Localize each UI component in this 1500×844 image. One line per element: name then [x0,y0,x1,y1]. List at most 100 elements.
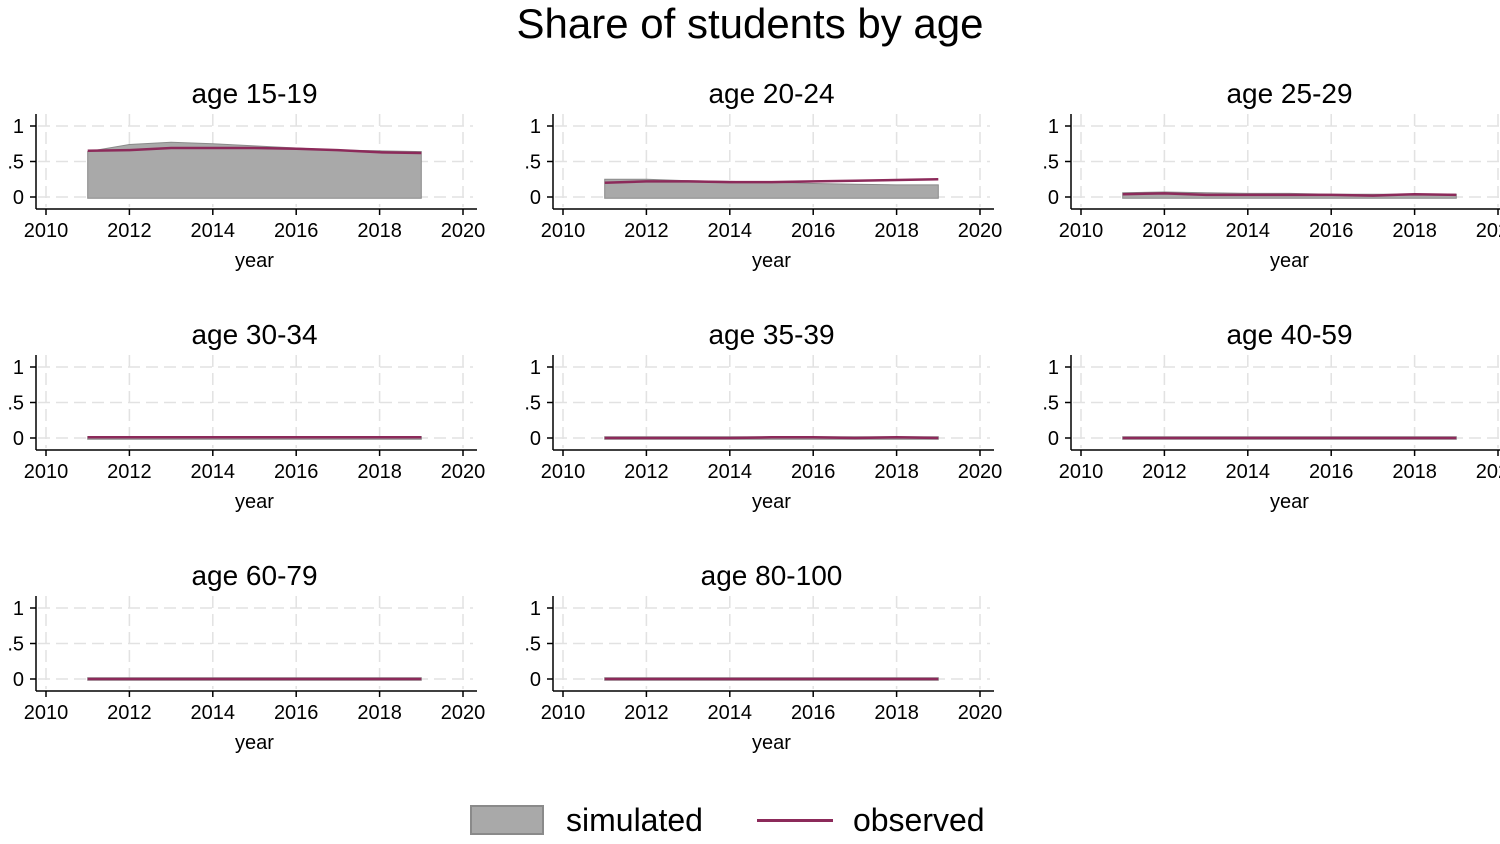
x-tick-label: 2014 [708,461,753,483]
y-tick-label: .5 [7,393,24,415]
y-tick-label: 1 [530,598,541,620]
y-tick-label: .5 [1042,393,1059,415]
x-tick-label: 2016 [791,220,836,242]
x-tick-label: 2014 [191,702,236,724]
panel-7: age 60-79 0 .5 1 2010 2012 2014 2016 2018 2020 yea… [7,560,485,754]
x-tick-label: 2020 [958,702,1003,724]
x-tick-label: 2016 [791,702,836,724]
y-tick-label: 0 [1048,428,1059,450]
x-tick-label: 2018 [1392,220,1437,242]
y-tick-label: 0 [13,187,24,209]
small-multiples-figure: age 15-19 0 .5 1 2010 2012 2014 2016 2018 2020 yea… [0,0,1500,844]
x-axis-label: year [1270,491,1309,513]
legend-swatch-observed [757,819,833,822]
x-tick-label: 2010 [541,461,586,483]
x-tick-label: 2010 [1059,461,1104,483]
x-tick-label: 2016 [1309,220,1354,242]
x-tick-label: 2010 [24,461,69,483]
observed-line [605,437,939,438]
y-tick-label: 1 [1048,116,1059,138]
x-tick-label: 2012 [107,461,152,483]
x-tick-label: 2010 [1059,220,1104,242]
y-tick-label: 1 [1048,357,1059,379]
x-tick-label: 2016 [274,461,319,483]
panel-title: age 30-34 [191,319,317,350]
x-axis-label: year [235,491,274,513]
x-tick-label: 2012 [107,220,152,242]
x-tick-label: 2018 [357,461,402,483]
legend: simulated observed [470,798,985,842]
x-axis-label: year [752,732,791,754]
x-tick-label: 2016 [791,461,836,483]
x-tick-label: 2012 [624,461,669,483]
x-tick-label: 2012 [1142,220,1187,242]
panel-6: age 40-59 0 .5 1 2010 2012 2014 2016 2018 2020 yea… [1042,319,1500,513]
x-axis-label: year [752,250,791,272]
x-tick-label: 2018 [874,461,919,483]
panel-2: age 20-24 0 .5 1 2010 2012 2014 2016 2018 2020 yea… [524,78,1002,272]
legend-swatch-simulated [470,805,544,835]
y-tick-label: 1 [530,357,541,379]
y-tick-label: 0 [1048,187,1059,209]
y-tick-label: 1 [13,357,24,379]
x-tick-label: 2012 [107,702,152,724]
y-tick-label: 1 [13,598,24,620]
x-tick-label: 2018 [357,220,402,242]
x-tick-label: 2012 [624,702,669,724]
panel-8: age 80-100 0 .5 1 2010 2012 2014 2016 2018 2020 ye… [524,560,1002,754]
panel-title: age 25-29 [1226,78,1352,109]
x-tick-label: 2018 [874,702,919,724]
y-tick-label: 0 [530,187,541,209]
legend-label-observed: observed [853,802,985,839]
x-tick-label: 2010 [24,220,69,242]
panel-1: age 15-19 0 .5 1 2010 2012 2014 2016 2018 2020 yea… [7,78,485,272]
y-tick-label: 1 [530,116,541,138]
x-tick-label: 2020 [1476,220,1500,242]
x-tick-label: 2018 [357,702,402,724]
y-tick-label: .5 [524,393,541,415]
y-tick-label: 1 [13,116,24,138]
panel-title: age 60-79 [191,560,317,591]
x-tick-label: 2014 [708,220,753,242]
x-tick-label: 2020 [958,461,1003,483]
panel-title: age 15-19 [191,78,317,109]
panel-title: age 35-39 [708,319,834,350]
y-tick-label: .5 [7,152,24,174]
x-tick-label: 2020 [441,702,486,724]
y-tick-label: .5 [524,152,541,174]
x-tick-label: 2020 [441,461,486,483]
panel-title: age 40-59 [1226,319,1352,350]
x-tick-label: 2018 [1392,461,1437,483]
x-tick-label: 2010 [541,702,586,724]
panel-5: age 35-39 0 .5 1 2010 2012 2014 2016 2018 2020 yea… [524,319,1002,513]
y-tick-label: 0 [13,428,24,450]
x-axis-label: year [752,491,791,513]
x-tick-label: 2020 [1476,461,1500,483]
y-tick-label: .5 [524,634,541,656]
panel-title: age 20-24 [708,78,834,109]
x-tick-label: 2014 [1226,220,1271,242]
x-tick-label: 2020 [958,220,1003,242]
y-tick-label: 0 [530,428,541,450]
x-tick-label: 2010 [24,702,69,724]
x-tick-label: 2014 [191,461,236,483]
x-tick-label: 2016 [1309,461,1354,483]
x-tick-label: 2014 [708,702,753,724]
x-tick-label: 2020 [441,220,486,242]
y-tick-label: .5 [7,634,24,656]
x-tick-label: 2016 [274,220,319,242]
x-tick-label: 2016 [274,702,319,724]
x-tick-label: 2014 [191,220,236,242]
panel-4: age 30-34 0 .5 1 2010 2012 2014 2016 2018 2020 yea… [7,319,485,513]
x-tick-label: 2012 [624,220,669,242]
x-axis-label: year [235,250,274,272]
x-tick-label: 2010 [541,220,586,242]
legend-label-simulated: simulated [566,802,703,839]
x-axis-label: year [235,732,274,754]
panel-title: age 80-100 [701,560,843,591]
y-tick-label: 0 [530,669,541,691]
y-tick-label: 0 [13,669,24,691]
y-tick-label: .5 [1042,152,1059,174]
x-axis-label: year [1270,250,1309,272]
x-tick-label: 2012 [1142,461,1187,483]
